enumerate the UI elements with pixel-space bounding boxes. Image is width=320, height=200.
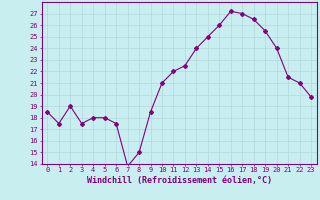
X-axis label: Windchill (Refroidissement éolien,°C): Windchill (Refroidissement éolien,°C) <box>87 176 272 185</box>
